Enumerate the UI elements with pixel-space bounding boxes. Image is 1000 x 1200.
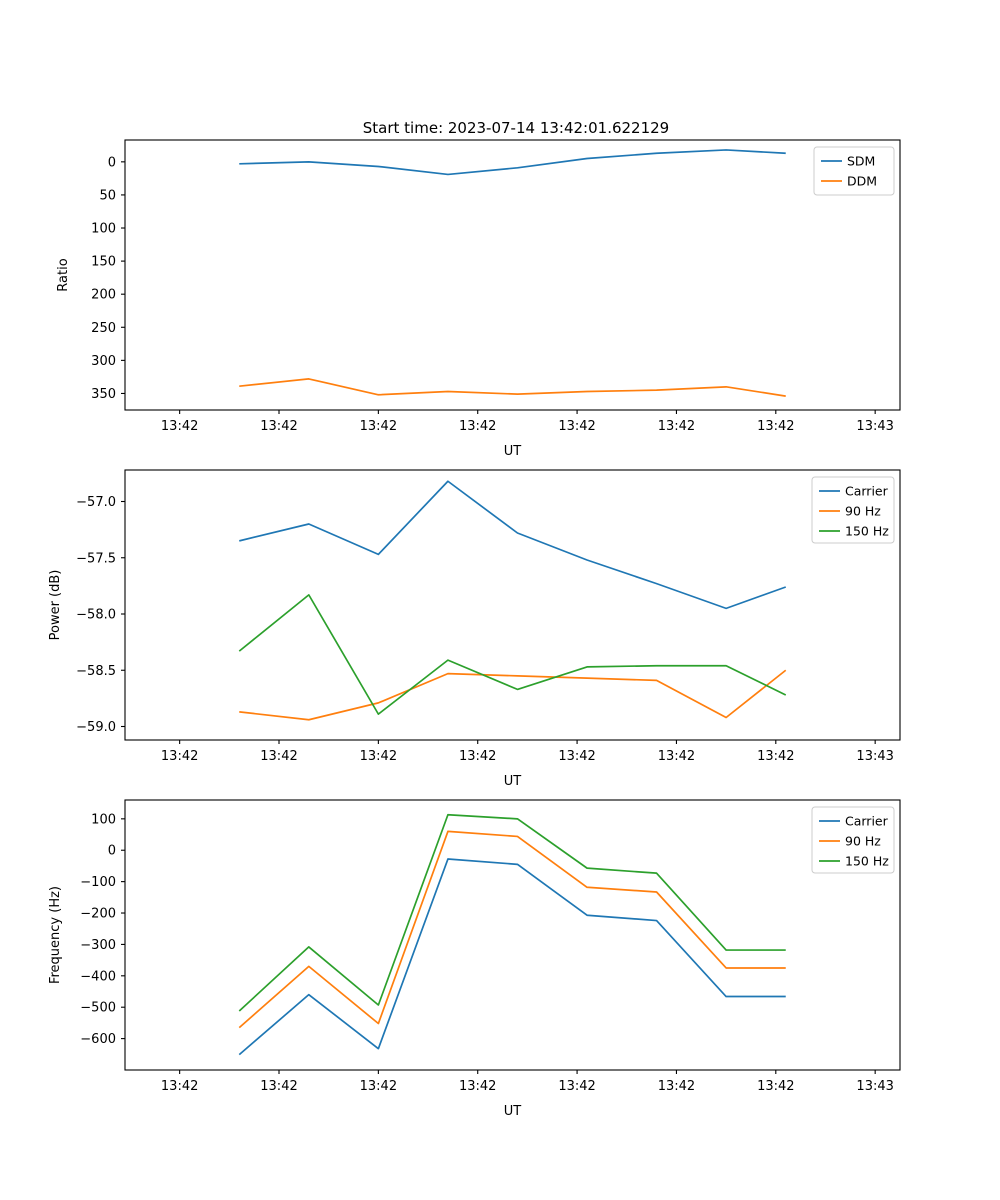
legend-background <box>811 476 895 544</box>
y-tick-label: −400 <box>80 969 116 984</box>
x-tick-label: 13:42 <box>360 749 397 764</box>
legend-label-sdm: SDM <box>847 154 875 169</box>
legend-label-90-hz: 90 Hz <box>845 834 881 849</box>
x-tick-label: 13:42 <box>260 749 297 764</box>
x-axis-label: UT <box>504 444 522 459</box>
y-tick-label: −59.0 <box>76 720 116 735</box>
x-tick-label: 13:42 <box>558 749 595 764</box>
legend-background <box>811 806 895 874</box>
y-axis-label: Ratio <box>56 258 71 291</box>
y-tick-label: −200 <box>80 907 116 922</box>
x-tick-label: 13:42 <box>459 749 496 764</box>
y-tick-label: −57.5 <box>76 551 116 566</box>
x-tick-label: 13:42 <box>757 419 794 434</box>
figure-title: Start time: 2023-07-14 13:42:01.622129 <box>363 119 669 137</box>
legend: Carrier 90 Hz 150 Hz <box>811 476 895 544</box>
series-line-carrier <box>238 858 786 1056</box>
x-tick-label: 13:42 <box>161 419 198 434</box>
x-tick-label: 13:42 <box>260 419 297 434</box>
series-group <box>238 813 786 1056</box>
x-tick-label: 13:42 <box>360 1079 397 1094</box>
y-tick-label: 100 <box>91 222 116 237</box>
y-tick-label: 0 <box>108 155 116 170</box>
legend-label-90-hz: 90 Hz <box>845 504 881 519</box>
x-tick-label: 13:42 <box>658 419 695 434</box>
legend-label-150-hz: 150 Hz <box>845 854 889 869</box>
x-tick-label: 13:42 <box>757 749 794 764</box>
x-tick-label: 13:42 <box>658 1079 695 1094</box>
legend: SDM DDM <box>813 146 895 196</box>
x-tick-label: 13:42 <box>260 1079 297 1094</box>
x-tick-label: 13:42 <box>658 749 695 764</box>
y-tick-label: 150 <box>91 255 116 270</box>
legend-background <box>813 146 895 196</box>
legend: Carrier 90 Hz 150 Hz <box>811 806 895 874</box>
y-tick-label: −58.5 <box>76 664 116 679</box>
x-tick-label: 13:42 <box>459 419 496 434</box>
y-tick-label: −100 <box>80 875 116 890</box>
legend-label-150-hz: 150 Hz <box>845 524 889 539</box>
y-tick-label: −500 <box>80 1001 116 1016</box>
y-tick-label: 250 <box>91 321 116 336</box>
y-tick-label: 300 <box>91 354 116 369</box>
x-tick-label: 13:42 <box>161 749 198 764</box>
y-tick-label: 350 <box>91 387 116 402</box>
x-tick-label: 13:42 <box>558 419 595 434</box>
series-line-150-hz <box>238 813 786 1012</box>
legend-label-ddm: DDM <box>847 174 877 189</box>
y-tick-label: 100 <box>91 812 116 827</box>
series-line-carrier <box>239 480 787 610</box>
series-line-90-hz <box>238 830 786 1029</box>
y-tick-label: −600 <box>80 1032 116 1047</box>
series-line-ddm <box>239 378 786 397</box>
x-tick-label: 13:43 <box>856 1079 893 1094</box>
axes-frame <box>124 469 901 741</box>
y-tick-label: 200 <box>91 288 116 303</box>
x-axis-label: UT <box>504 1104 522 1119</box>
y-tick-label: −58.0 <box>76 608 116 623</box>
axes-frame <box>124 799 901 1071</box>
x-tick-label: 13:43 <box>856 749 893 764</box>
x-axis-label: UT <box>504 774 522 789</box>
series-line-150-hz <box>238 594 787 715</box>
series-line-90-hz <box>239 669 787 721</box>
legend-label-carrier: Carrier <box>845 814 889 829</box>
x-tick-label: 13:42 <box>757 1079 794 1094</box>
legend-label-carrier: Carrier <box>845 484 889 499</box>
subplot-ratio: 13:42 13:42 13:42 13:42 13:42 13:42 13:42 13:43… <box>56 139 901 459</box>
y-axis-label: Power (dB) <box>48 570 63 641</box>
x-tick-label: 13:42 <box>558 1079 595 1094</box>
series-group <box>238 480 787 721</box>
subplot-frequency: 13:42 13:42 13:42 13:42 13:42 13:42 13:42 13:43… <box>48 799 901 1119</box>
y-tick-label: 0 <box>108 844 116 859</box>
x-tick-label: 13:42 <box>161 1079 198 1094</box>
axes-frame <box>124 139 901 411</box>
x-tick-label: 13:43 <box>856 419 893 434</box>
subplot-power: 13:42 13:42 13:42 13:42 13:42 13:42 13:42 13:43… <box>48 469 901 789</box>
y-tick-label: −300 <box>80 938 116 953</box>
y-tick-label: 50 <box>99 188 116 203</box>
x-tick-label: 13:42 <box>459 1079 496 1094</box>
series-line-sdm <box>239 149 786 176</box>
series-group <box>239 149 786 397</box>
x-tick-label: 13:42 <box>360 419 397 434</box>
y-axis-label: Frequency (Hz) <box>48 886 63 984</box>
y-tick-label: −57.0 <box>76 495 116 510</box>
